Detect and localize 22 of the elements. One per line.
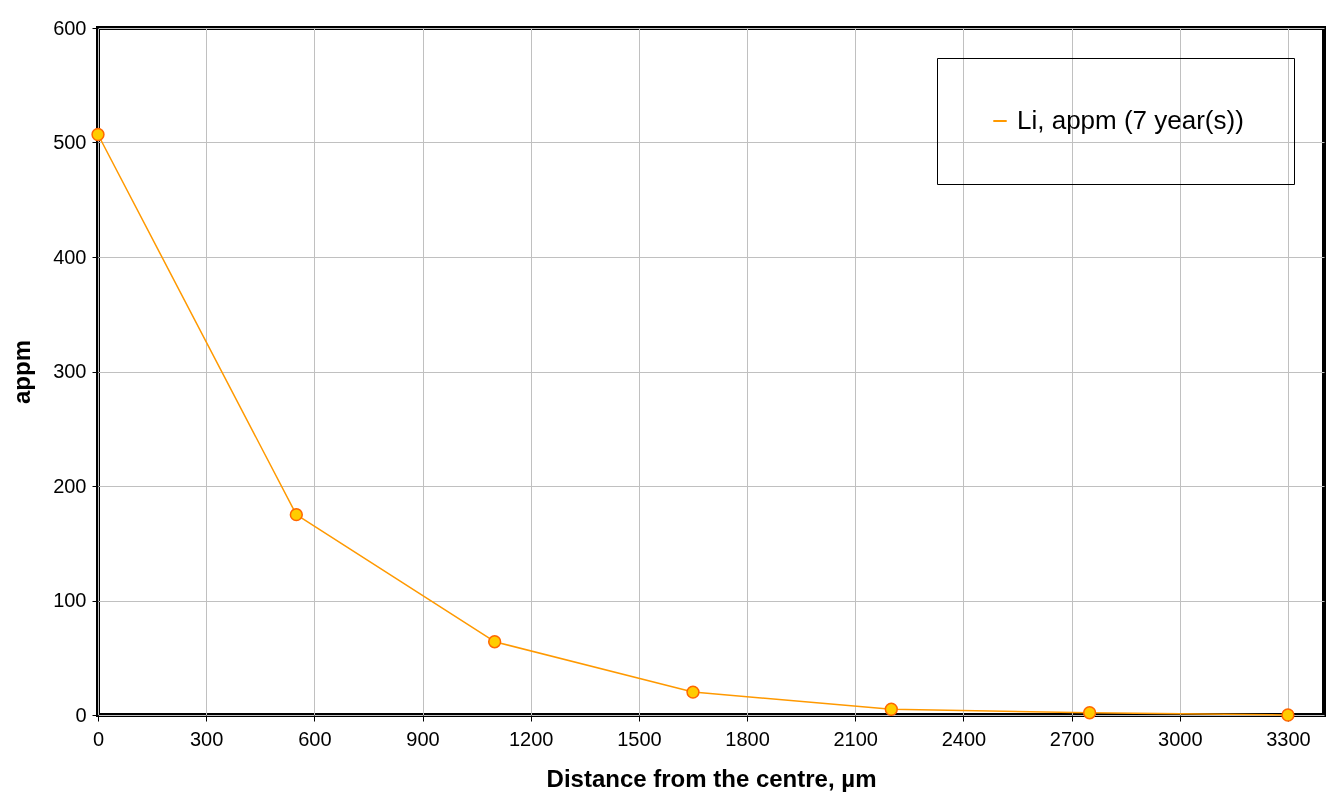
x-tick-label: 1500 [617, 727, 662, 750]
x-tick-label: 2700 [1049, 727, 1095, 750]
x-tick-label: 3300 [1266, 727, 1311, 750]
x-axis-title: Distance from the centre, µm [546, 764, 877, 792]
legend-label: Li, appm (7 year(s)) [1017, 105, 1244, 135]
x-tick-label: 2400 [941, 727, 987, 750]
y-tick-label: 300 [53, 360, 87, 382]
x-tick-label: 600 [298, 727, 332, 750]
x-tick-label: 0 [92, 727, 105, 750]
x-tick-label: 1800 [725, 727, 770, 750]
x-tick-label: 3000 [1158, 727, 1203, 750]
y-tick-label: 500 [53, 131, 87, 153]
x-tick-label: 1200 [508, 727, 554, 750]
y-tick-label: 600 [53, 16, 87, 39]
x-tick-label: 300 [189, 727, 224, 750]
x-tick-label: 2100 [833, 727, 878, 750]
x-tick-label: 900 [406, 727, 440, 750]
y-axis-title: appm [8, 339, 36, 405]
y-tick-label: 100 [53, 589, 87, 611]
y-tick-label: 0 [75, 703, 87, 726]
y-tick-label: 400 [53, 245, 87, 268]
y-tick-label: 200 [53, 474, 87, 497]
